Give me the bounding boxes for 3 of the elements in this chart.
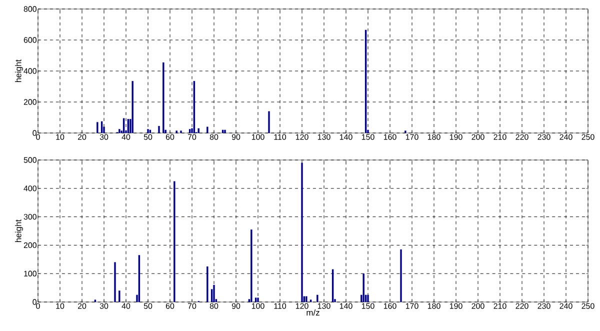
y-axis-title: height: [15, 220, 23, 242]
x-axis-title: m/z: [306, 309, 320, 316]
y-axis-title: height: [15, 60, 23, 82]
